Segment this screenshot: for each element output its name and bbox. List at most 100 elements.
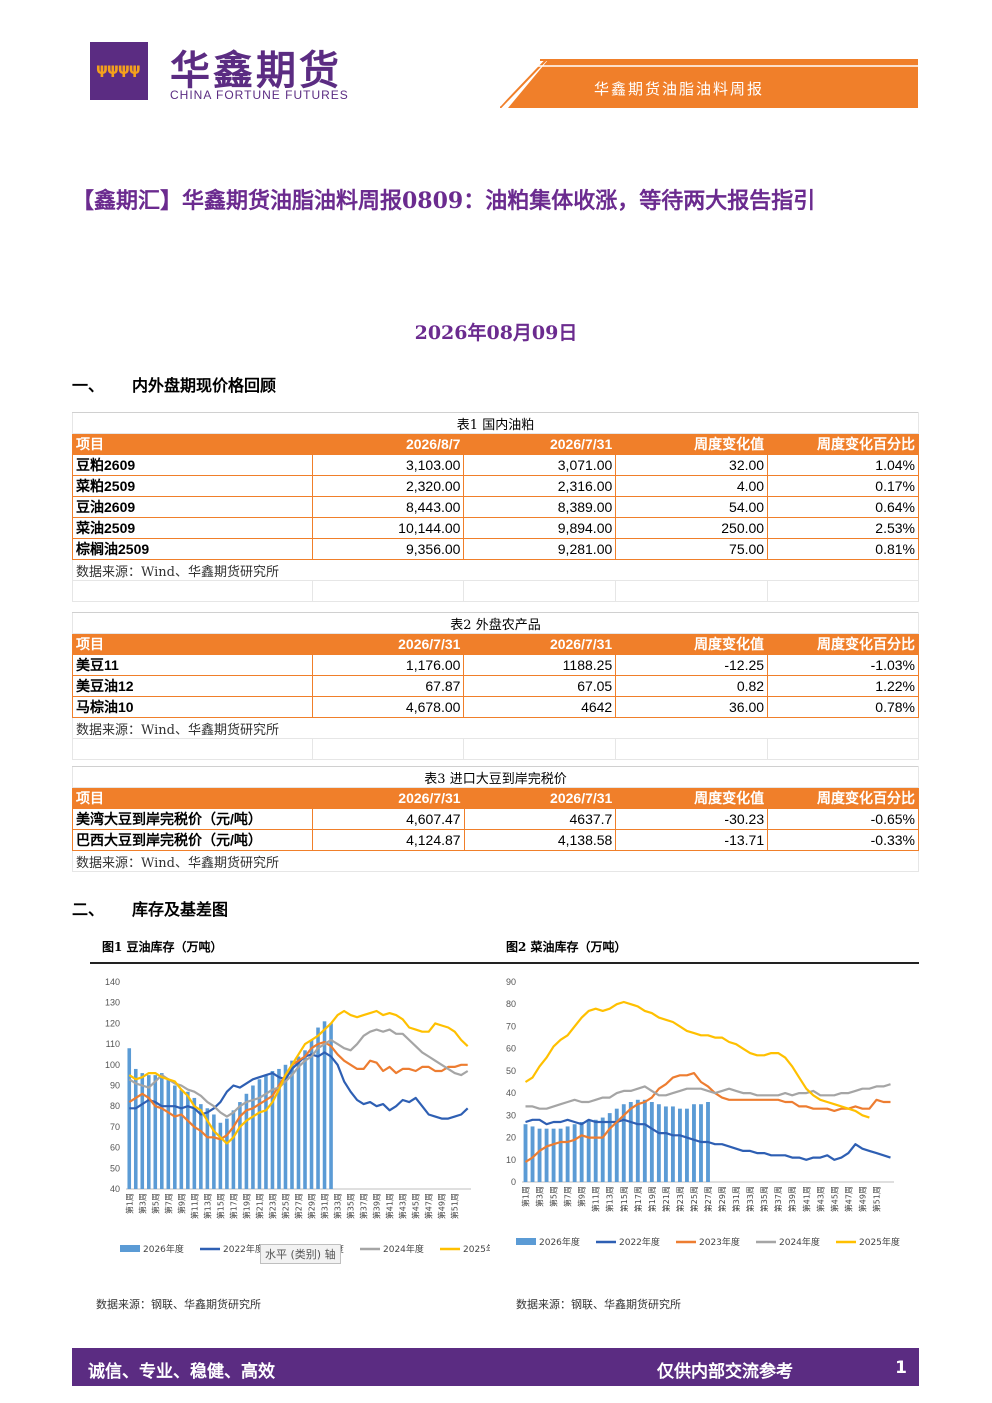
x-tick-label: 第25周 — [689, 1186, 699, 1212]
cell: -0.33% — [767, 829, 919, 851]
bar — [628, 1102, 633, 1182]
bar — [635, 1099, 640, 1182]
series-line — [128, 1040, 468, 1141]
bar — [692, 1104, 696, 1182]
col-header: 周度变化百分比 — [767, 787, 919, 809]
col-header: 周度变化值 — [615, 633, 769, 655]
cell: 1,176.00 — [311, 654, 465, 676]
x-tick-label: 第51周 — [450, 1193, 460, 1219]
x-tick-label: 第47周 — [424, 1193, 434, 1219]
cell: 2,316.00 — [463, 475, 617, 497]
x-tick-label: 第47周 — [843, 1186, 853, 1212]
cell: -30.23 — [615, 808, 769, 830]
table-source: 数据来源：Wind、华鑫期货研究所 — [72, 717, 919, 739]
x-tick-label: 第39周 — [372, 1193, 382, 1219]
bar — [199, 1104, 203, 1189]
bar — [537, 1128, 542, 1182]
cell: 4,138.58 — [463, 829, 617, 851]
cell: 4,678.00 — [311, 696, 465, 718]
cell: 2.53% — [767, 517, 919, 539]
x-tick-label: 第35周 — [346, 1193, 356, 1219]
x-tick-label: 第15周 — [215, 1193, 225, 1219]
bar — [186, 1091, 190, 1189]
bar — [231, 1110, 236, 1189]
cell: 32.00 — [615, 454, 769, 476]
x-tick-label: 第7周 — [163, 1193, 173, 1214]
row-label: 美湾大豆到岸完税价（元/吨） — [72, 808, 313, 830]
series-line — [524, 1000, 870, 1119]
bar — [179, 1089, 184, 1189]
y-tick-label: 140 — [105, 977, 120, 987]
series-line — [525, 1118, 891, 1161]
figure-divider — [90, 962, 919, 964]
footer-notice: 仅供内部交流参考 — [657, 1362, 793, 1382]
y-tick-label: 80 — [110, 1101, 120, 1111]
x-tick-label: 第1周 — [521, 1186, 531, 1207]
section-heading-2: 二、 库存及基差图 — [72, 896, 228, 920]
y-tick-label: 30 — [506, 1110, 516, 1120]
section-heading-1: 一、 内外盘期现价格回顾 — [72, 372, 276, 396]
col-header: 2026/8/7 — [311, 433, 465, 455]
bar — [218, 1122, 223, 1189]
x-tick-label: 第17周 — [633, 1186, 643, 1212]
section-title: 内外盘期现价格回顾 — [132, 376, 277, 395]
x-tick-label: 第25周 — [280, 1193, 290, 1219]
table-row: 马棕油10 4,678.00 4642 36.00 0.78% — [72, 696, 919, 718]
bar — [621, 1104, 626, 1182]
bar — [296, 1056, 301, 1189]
cell: 2,320.00 — [311, 475, 465, 497]
section-title: 库存及基差图 — [132, 900, 229, 919]
legend-label: 2026年度 — [539, 1236, 580, 1248]
bar — [244, 1093, 249, 1189]
cell: 4,124.87 — [311, 829, 465, 851]
cell: 0.78% — [767, 696, 919, 718]
cell: 9,281.00 — [463, 538, 617, 560]
bar — [166, 1079, 171, 1189]
cell: 36.00 — [615, 696, 769, 718]
y-tick-label: 50 — [110, 1163, 120, 1173]
col-header: 周度变化百分比 — [767, 633, 919, 655]
cell: 250.00 — [615, 517, 769, 539]
section-number: 一、 — [72, 376, 105, 395]
x-tick-label: 第19周 — [241, 1193, 251, 1219]
cell: 0.64% — [767, 496, 919, 518]
table-header-row: 项目 2026/7/31 2026/7/31 周度变化值 周度变化百分比 — [72, 633, 919, 655]
bar — [670, 1106, 675, 1182]
bar — [277, 1068, 281, 1189]
bar — [699, 1104, 703, 1182]
table-row: 美湾大豆到岸完税价（元/吨） 4,607.47 4637.7 -30.23 -0.65% — [72, 808, 919, 830]
bar — [173, 1085, 177, 1189]
table-import-soybean-cost: 表3 进口大豆到岸完税价 项目 2026/7/31 2026/7/31 周度变化… — [72, 766, 919, 872]
table-row: 巴西大豆到岸完税价（元/吨） 4,124.87 4,138.58 -13.71 -0.3… — [72, 829, 919, 851]
col-header: 2026/7/31 — [463, 433, 617, 455]
x-tick-label: 第27周 — [294, 1193, 304, 1219]
cell: 0.17% — [767, 475, 919, 497]
y-tick-label: 90 — [506, 977, 516, 987]
cell: -0.65% — [767, 808, 919, 830]
bar — [133, 1068, 138, 1189]
y-tick-label: 40 — [506, 1088, 516, 1098]
x-tick-label: 第17周 — [228, 1193, 238, 1219]
x-tick-label: 第1周 — [124, 1193, 134, 1214]
cell: 54.00 — [615, 496, 769, 518]
bar — [685, 1108, 689, 1182]
bar — [579, 1122, 584, 1182]
col-header: 项目 — [72, 787, 313, 809]
bar — [677, 1108, 682, 1182]
y-tick-label: 70 — [110, 1122, 120, 1132]
x-tick-label: 第41周 — [801, 1186, 811, 1212]
cell: 3,103.00 — [311, 454, 465, 476]
legend-label: 2025年度 — [859, 1236, 900, 1248]
y-tick-label: 20 — [506, 1133, 516, 1143]
row-label: 棕榈油2509 — [72, 538, 313, 560]
cell: 10,144.00 — [311, 517, 465, 539]
table-header-row: 项目 2026/8/7 2026/7/31 周度变化值 周度变化百分比 — [72, 433, 919, 455]
cell: 9,356.00 — [311, 538, 465, 560]
legend-swatch — [516, 1238, 536, 1245]
row-label: 豆粕2609 — [72, 454, 313, 476]
cell: 0.81% — [767, 538, 919, 560]
series-line — [525, 1083, 891, 1110]
y-tick-label: 90 — [110, 1081, 120, 1091]
cell: 4637.7 — [463, 808, 617, 830]
row-label: 菜粕2509 — [72, 475, 313, 497]
